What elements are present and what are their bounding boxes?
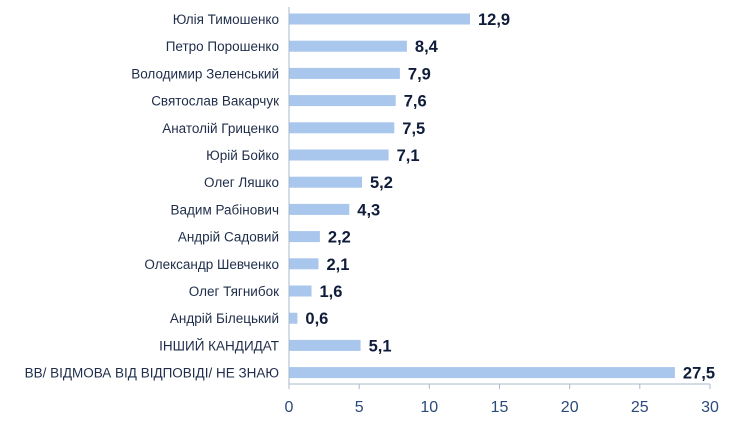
data-label: 1,6 bbox=[320, 283, 343, 301]
category-label: Володимир Зеленський bbox=[131, 66, 279, 81]
data-label: 4,3 bbox=[357, 201, 380, 219]
bar bbox=[289, 367, 675, 379]
bar bbox=[289, 231, 320, 243]
category-label: Вадим Рабінович bbox=[171, 202, 279, 217]
x-tick-label: 5 bbox=[355, 399, 364, 416]
data-label: 5,1 bbox=[369, 337, 392, 355]
x-tick-label: 20 bbox=[561, 399, 579, 416]
category-label: ВВ/ ВІДМОВА ВІД ВІДПОВІДІ/ НЕ ЗНАЮ bbox=[25, 366, 279, 381]
data-label: 7,9 bbox=[408, 65, 431, 83]
x-axis: 0 5 10 15 20 25 30 bbox=[285, 7, 719, 416]
bar bbox=[289, 312, 298, 324]
bars-layer bbox=[289, 13, 675, 379]
category-label: Олег Тягнибок bbox=[189, 284, 279, 299]
category-label: Юрій Бойко bbox=[206, 148, 279, 163]
x-tick-label: 15 bbox=[491, 399, 509, 416]
bar bbox=[289, 67, 400, 79]
x-tick-label: 25 bbox=[631, 399, 649, 416]
bar bbox=[289, 13, 470, 25]
category-label: Анатолій Гриценко bbox=[162, 121, 279, 136]
data-label: 0,6 bbox=[305, 310, 328, 328]
x-tick-label: 10 bbox=[420, 399, 438, 416]
x-tick-label: 0 bbox=[285, 399, 294, 416]
category-label: Святослав Вакарчук bbox=[151, 94, 279, 109]
value-labels: 12,9 8,4 7,9 7,6 7,5 7,15,2 4,3 2,2 2,1 1,6 0,6 5,1… bbox=[305, 11, 715, 383]
bar bbox=[289, 203, 350, 215]
bar bbox=[289, 258, 319, 270]
data-label: 27,5 bbox=[683, 365, 715, 383]
data-label: 2,1 bbox=[327, 256, 350, 274]
data-label: 7,6 bbox=[404, 93, 427, 111]
bar bbox=[289, 149, 389, 161]
x-tick-label: 30 bbox=[701, 399, 719, 416]
bar bbox=[289, 339, 361, 351]
category-label: ІНШИЙ КАНДИДАТ bbox=[159, 338, 279, 353]
data-label: 7,1 bbox=[397, 147, 420, 165]
category-label: Юлія Тимошенко bbox=[173, 12, 279, 27]
data-label: 5,2 bbox=[370, 174, 393, 192]
bar bbox=[289, 176, 362, 188]
category-label: Андрій Білецький bbox=[170, 311, 279, 326]
category-label: Олександр Шевченко bbox=[144, 257, 279, 272]
bar bbox=[289, 285, 312, 297]
category-label: Андрій Садовий bbox=[178, 230, 279, 245]
bar bbox=[289, 95, 396, 107]
category-labels: Юлія Тимошенко Петро Порошенко Володимир З… bbox=[25, 12, 280, 381]
category-label: Олег Ляшко bbox=[204, 175, 279, 190]
data-label: 7,5 bbox=[402, 120, 425, 138]
bar bbox=[289, 122, 395, 134]
bar bbox=[289, 40, 407, 52]
category-label: Петро Порошенко bbox=[166, 39, 279, 54]
data-label: 2,2 bbox=[328, 229, 351, 247]
data-label: 12,9 bbox=[478, 11, 510, 29]
data-label: 8,4 bbox=[415, 38, 439, 56]
